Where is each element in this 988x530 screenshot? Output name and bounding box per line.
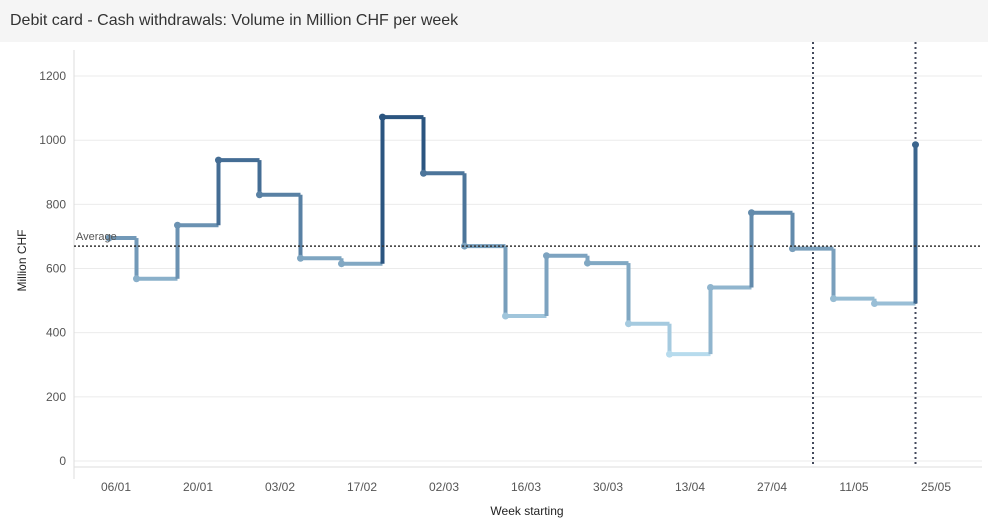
x-tick-label: 30/03 bbox=[593, 480, 623, 494]
data-point[interactable] bbox=[748, 209, 755, 217]
data-point[interactable] bbox=[379, 113, 386, 121]
chart-area: 0 200 400 600 800 1000 1200 Million CHF 06/01 20/… bbox=[0, 42, 988, 530]
data-point[interactable] bbox=[543, 252, 550, 260]
x-tick-label: 03/02 bbox=[265, 480, 295, 494]
data-point[interactable] bbox=[666, 350, 673, 358]
data-point[interactable] bbox=[338, 260, 345, 268]
x-tick-label: 06/01 bbox=[101, 480, 131, 494]
x-tick-label: 27/04 bbox=[757, 480, 787, 494]
x-tick-label: 20/01 bbox=[183, 480, 213, 494]
average-label: Average bbox=[76, 231, 117, 243]
x-tick-label: 13/04 bbox=[675, 480, 705, 494]
data-point[interactable] bbox=[133, 275, 140, 283]
y-tick-label: 200 bbox=[46, 390, 66, 404]
data-point[interactable] bbox=[871, 299, 878, 307]
data-point[interactable] bbox=[174, 221, 181, 229]
data-point[interactable] bbox=[502, 312, 509, 320]
data-point[interactable] bbox=[297, 254, 304, 262]
data-point[interactable] bbox=[625, 320, 632, 328]
x-tick-label: 02/03 bbox=[429, 480, 459, 494]
x-tick-label: 16/03 bbox=[511, 480, 541, 494]
data-point[interactable] bbox=[256, 191, 263, 199]
y-tick-label: 800 bbox=[46, 197, 66, 211]
y-tick-label: 600 bbox=[46, 262, 66, 276]
y-tick-label: 400 bbox=[46, 326, 66, 340]
x-tick-label: 25/05 bbox=[921, 480, 951, 494]
chart-svg: 0 200 400 600 800 1000 1200 Million CHF 06/01 20/… bbox=[15, 42, 982, 518]
data-point[interactable] bbox=[420, 169, 427, 177]
data-point[interactable] bbox=[105, 234, 113, 242]
x-tick-label: 11/05 bbox=[839, 480, 868, 494]
y-axis-title: Million CHF bbox=[15, 229, 29, 291]
x-axis-title: Week starting bbox=[490, 504, 563, 518]
y-tick-label: 1000 bbox=[39, 133, 66, 147]
data-point[interactable] bbox=[461, 242, 468, 250]
data-point[interactable] bbox=[789, 245, 796, 253]
x-tick-label: 17/02 bbox=[347, 480, 377, 494]
data-point[interactable] bbox=[912, 141, 919, 149]
title-bar: Debit card - Cash withdrawals: Volume in… bbox=[0, 0, 988, 42]
data-point[interactable] bbox=[584, 259, 591, 267]
chart-title: Debit card - Cash withdrawals: Volume in… bbox=[10, 12, 459, 29]
y-tick-label: 0 bbox=[59, 454, 66, 468]
data-point[interactable] bbox=[707, 283, 714, 291]
data-point[interactable] bbox=[830, 295, 837, 303]
data-point[interactable] bbox=[215, 156, 222, 164]
y-tick-label: 1200 bbox=[39, 69, 66, 83]
